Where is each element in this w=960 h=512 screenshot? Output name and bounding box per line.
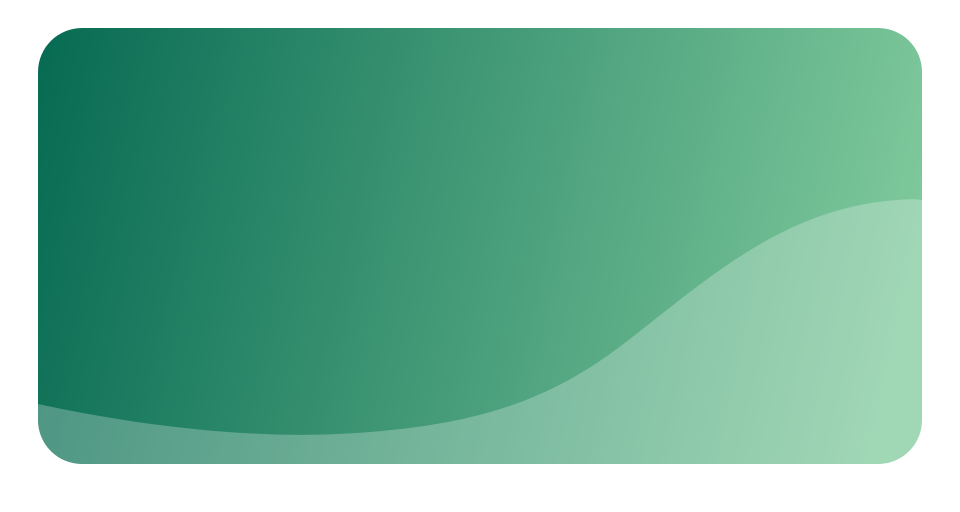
wave-overlay — [38, 199, 922, 464]
gradient-background — [38, 28, 922, 464]
banner-graphic — [38, 28, 922, 464]
gradient-banner-card — [38, 28, 922, 464]
